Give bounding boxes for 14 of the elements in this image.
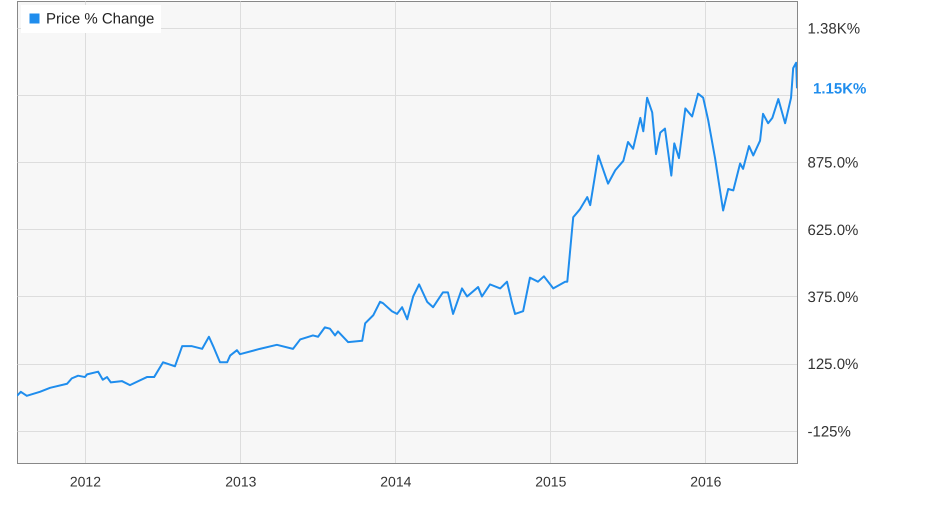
y-tick-label: 375.0%: [808, 288, 858, 306]
y-tick-label: -125%: [808, 423, 851, 440]
y-tick-label: 875.0%: [808, 154, 858, 172]
x-tick-label: 2016: [690, 474, 722, 490]
y-tick-label: 1.38K%: [808, 20, 860, 38]
annotation: 1.15K%: [813, 80, 866, 98]
legend-label: Price % Change: [46, 10, 154, 28]
y-tick-label: 125.0%: [808, 356, 858, 374]
x-tick-label: 2013: [225, 474, 257, 490]
y-tick-label: 625.0%: [808, 222, 858, 239]
x-tick-label: 2015: [535, 474, 567, 490]
x-tick-label: 2012: [70, 474, 102, 490]
x-tick-label: 2014: [380, 474, 412, 490]
line-series: [17, 62, 797, 397]
